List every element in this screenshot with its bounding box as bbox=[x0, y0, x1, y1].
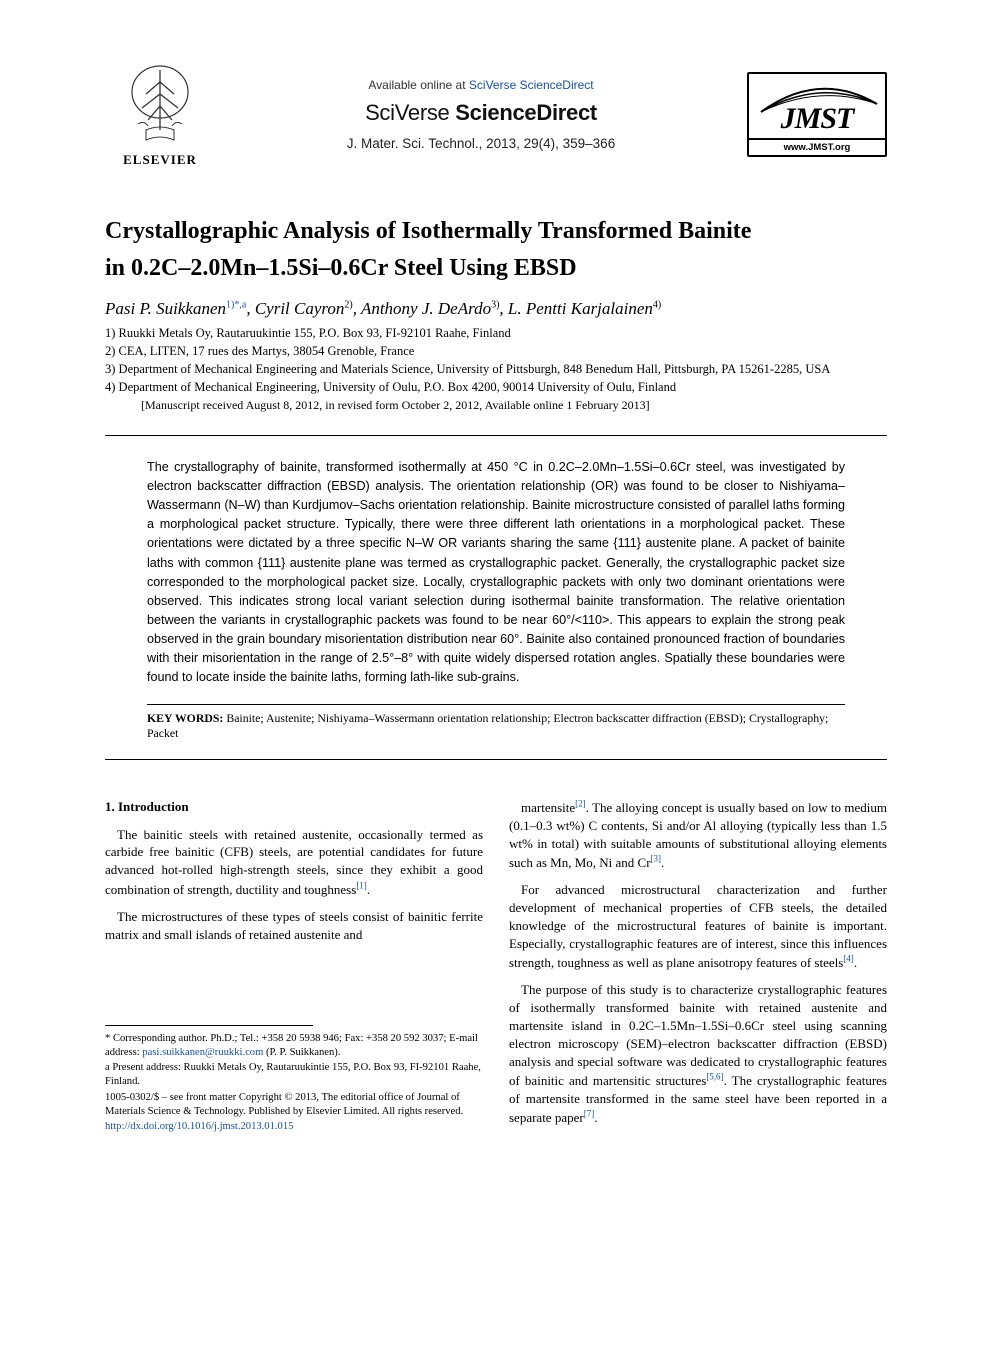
header-center: Available online at SciVerse ScienceDire… bbox=[215, 78, 747, 151]
keywords-label: KEY WORDS: bbox=[147, 711, 223, 725]
footnotes-block: * Corresponding author. Ph.D.; Tel.: +35… bbox=[105, 1032, 483, 1136]
sciverse-thin: SciVerse bbox=[365, 100, 455, 125]
elsevier-tree-icon bbox=[120, 60, 200, 150]
author-3-aff: 4) bbox=[653, 300, 661, 311]
author-0: Pasi P. Suikkanen1)*,a bbox=[105, 299, 246, 318]
available-online-line: Available online at SciVerse ScienceDire… bbox=[223, 78, 739, 92]
intro-para-l1: The microstructures of these types of st… bbox=[105, 908, 483, 944]
body-columns: 1. Introduction The bainitic steels with… bbox=[105, 798, 887, 1137]
ref-citation[interactable]: [3] bbox=[651, 854, 662, 864]
footnote-separator bbox=[105, 1025, 313, 1026]
author-3-name: L. Pentti Karjalainen bbox=[508, 299, 653, 318]
sciencedirect-link[interactable]: SciVerse ScienceDirect bbox=[469, 78, 594, 92]
separator-below-abstract bbox=[105, 759, 887, 760]
affiliation-2: 2) CEA, LITEN, 17 rues des Martys, 38054… bbox=[105, 343, 887, 360]
affiliation-3: 3) Department of Mechanical Engineering … bbox=[105, 361, 887, 378]
section-1-heading: 1. Introduction bbox=[105, 798, 483, 816]
footnote-present-address: a Present address: Ruukki Metals Oy, Rau… bbox=[105, 1061, 483, 1089]
sciverse-bold: ScienceDirect bbox=[455, 100, 597, 125]
intro-para-r0: martensite[2]. The alloying concept is u… bbox=[509, 798, 887, 872]
ref-citation[interactable]: [2] bbox=[575, 799, 586, 809]
footnote-corresponding: * Corresponding author. Ph.D.; Tel.: +35… bbox=[105, 1032, 483, 1060]
intro-para-r1: For advanced microstructural characteriz… bbox=[509, 881, 887, 972]
affiliations-list: 1) Ruukki Metals Oy, Rautaruukintie 155,… bbox=[105, 325, 887, 396]
author-0-name: Pasi P. Suikkanen bbox=[105, 299, 226, 318]
intro-para-l1-text: The microstructures of these types of st… bbox=[105, 909, 483, 942]
journal-header: ELSEVIER Available online at SciVerse Sc… bbox=[105, 60, 887, 168]
author-2-name: Anthony J. DeArdo bbox=[361, 299, 491, 318]
intro-para-r1-text: For advanced microstructural characteriz… bbox=[509, 882, 887, 970]
elsevier-label: ELSEVIER bbox=[105, 152, 215, 168]
journal-citation: J. Mater. Sci. Technol., 2013, 29(4), 35… bbox=[223, 136, 739, 151]
affiliation-4: 4) Department of Mechanical Engineering,… bbox=[105, 379, 887, 396]
footnote-copyright: 1005-0302/$ – see front matter Copyright… bbox=[105, 1091, 483, 1119]
separator-above-keywords bbox=[147, 704, 845, 705]
fn-corr-email[interactable]: pasi.suikkanen@ruukki.com bbox=[142, 1047, 263, 1058]
intro-para-r2: The purpose of this study is to characte… bbox=[509, 981, 887, 1127]
intro-para-r0-text: martensite[2]. The alloying concept is u… bbox=[509, 800, 887, 870]
doi-link[interactable]: http://dx.doi.org/10.1016/j.jmst.2013.01… bbox=[105, 1121, 293, 1132]
jmst-logo: JMST www.JMST.org bbox=[747, 72, 887, 157]
keywords-body: Bainite; Austenite; Nishiyama–Wassermann… bbox=[147, 711, 828, 740]
author-1-aff: 2) bbox=[344, 300, 352, 311]
ref-citation[interactable]: [4] bbox=[843, 954, 854, 964]
manuscript-dates: [Manuscript received August 8, 2012, in … bbox=[141, 398, 887, 413]
footnote-doi: http://dx.doi.org/10.1016/j.jmst.2013.01… bbox=[105, 1120, 483, 1134]
paper-title-line2: in 0.2C–2.0Mn–1.5Si–0.6Cr Steel Using EB… bbox=[105, 250, 887, 287]
author-1: Cyril Cayron2) bbox=[255, 299, 353, 318]
author-1-name: Cyril Cayron bbox=[255, 299, 345, 318]
intro-para-r2-text: The purpose of this study is to characte… bbox=[509, 982, 887, 1125]
author-2-aff: 3) bbox=[491, 300, 499, 311]
jmst-url[interactable]: www.JMST.org bbox=[749, 138, 885, 155]
author-3: L. Pentti Karjalainen4) bbox=[508, 299, 661, 318]
fn-corr-suffix: (P. P. Suikkanen). bbox=[263, 1047, 340, 1058]
intro-para-l0: The bainitic steels with retained austen… bbox=[105, 826, 483, 899]
paper-title-line1: Crystallographic Analysis of Isothermall… bbox=[105, 213, 887, 250]
paper-title-block: Crystallographic Analysis of Isothermall… bbox=[105, 213, 887, 287]
authors-line: Pasi P. Suikkanen1)*,a, Cyril Cayron2), … bbox=[105, 299, 887, 319]
abstract-block: The crystallography of bainite, transfor… bbox=[105, 436, 887, 759]
column-right: martensite[2]. The alloying concept is u… bbox=[509, 798, 887, 1137]
keywords-line: KEY WORDS: Bainite; Austenite; Nishiyama… bbox=[147, 711, 845, 741]
online-prefix: Available online at bbox=[368, 78, 469, 92]
column-left: 1. Introduction The bainitic steels with… bbox=[105, 798, 483, 1137]
ref-citation[interactable]: [5,6] bbox=[706, 1072, 723, 1082]
sciverse-wordmark: SciVerse ScienceDirect bbox=[223, 100, 739, 126]
affiliation-1: 1) Ruukki Metals Oy, Rautaruukintie 155,… bbox=[105, 325, 887, 342]
jmst-letters: JMST bbox=[753, 104, 881, 134]
author-2: Anthony J. DeArdo3) bbox=[361, 299, 499, 318]
abstract-text: The crystallography of bainite, transfor… bbox=[147, 458, 845, 688]
author-0-aff[interactable]: 1)*,a bbox=[226, 300, 246, 311]
elsevier-logo: ELSEVIER bbox=[105, 60, 215, 168]
ref-citation[interactable]: [7] bbox=[584, 1109, 595, 1119]
ref-citation[interactable]: [1] bbox=[356, 880, 367, 890]
intro-para-l0-text: The bainitic steels with retained austen… bbox=[105, 827, 483, 897]
